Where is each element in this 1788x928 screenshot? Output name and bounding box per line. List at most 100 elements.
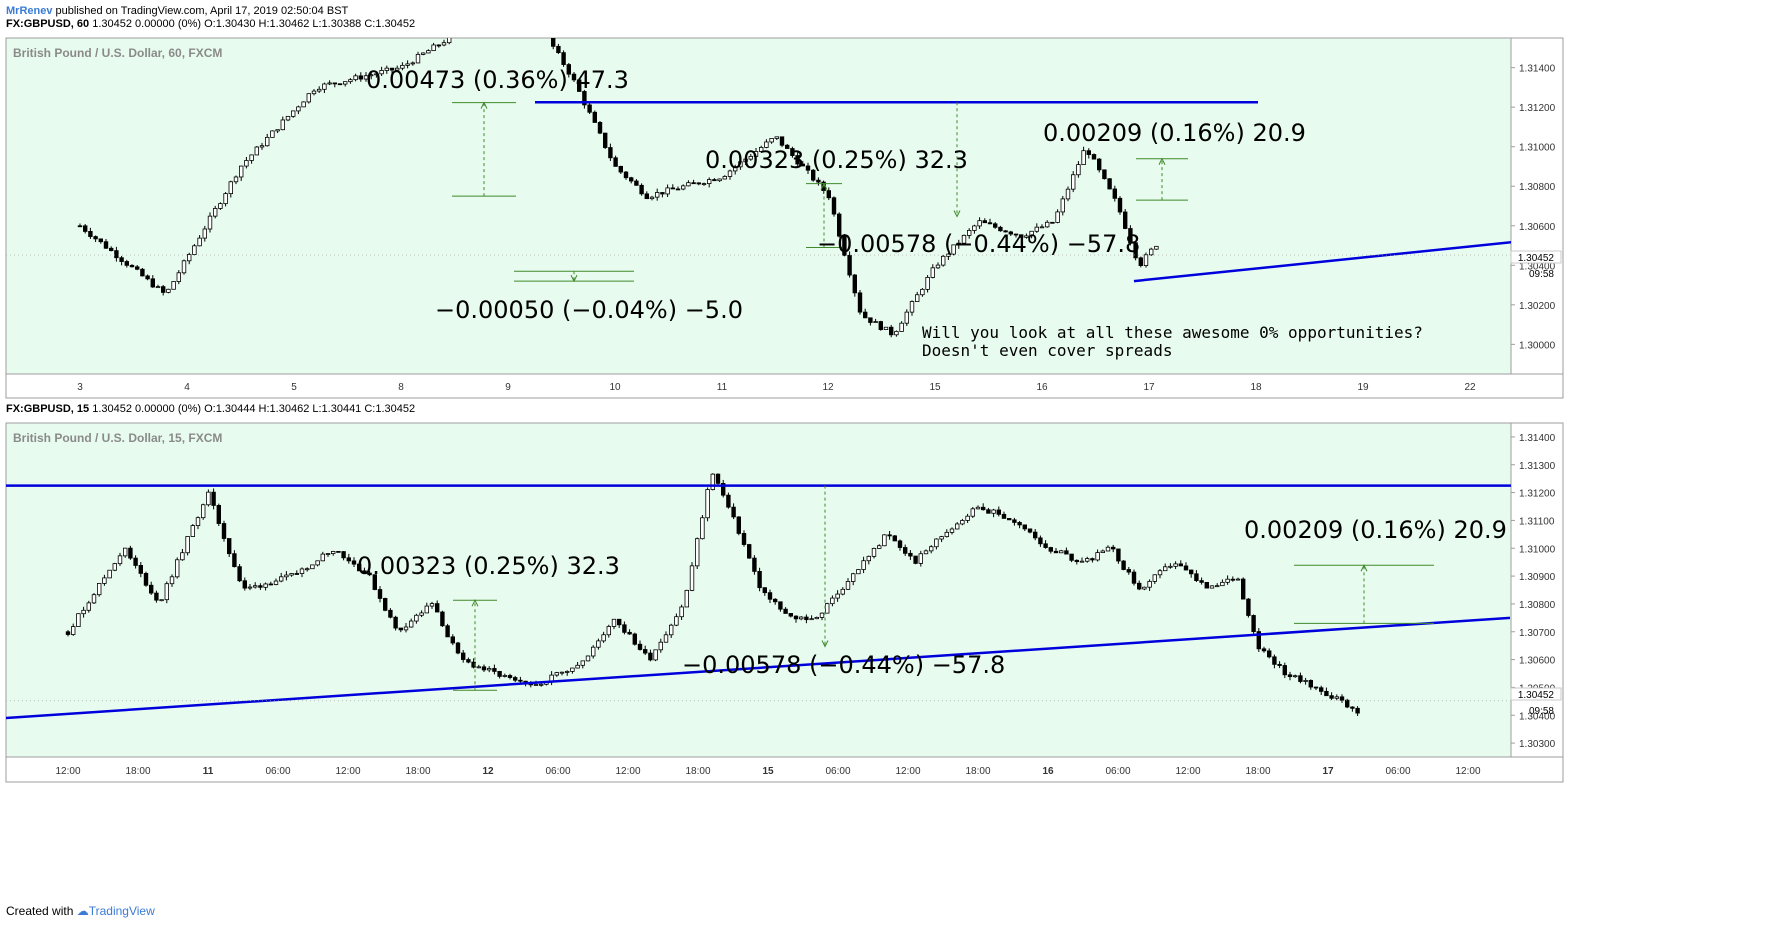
candle-body xyxy=(150,278,155,288)
candle-body xyxy=(1024,235,1029,238)
time-tick-label: 15 xyxy=(762,766,774,777)
candle-body xyxy=(426,50,431,54)
plot-area[interactable] xyxy=(5,422,1512,758)
candle-body xyxy=(842,235,847,256)
candle-body xyxy=(484,20,488,22)
candle-body xyxy=(348,79,353,83)
candle-body xyxy=(1112,188,1117,199)
candle-body xyxy=(515,10,519,14)
price-tick-label: 1.31300 xyxy=(1519,461,1556,472)
candle-body xyxy=(727,170,733,177)
candle-body xyxy=(192,245,197,255)
candle-body xyxy=(987,222,993,225)
candle-body xyxy=(1100,550,1105,553)
candle-body xyxy=(648,652,653,661)
candle-body xyxy=(972,225,977,231)
candle-body xyxy=(977,220,982,227)
candle-body xyxy=(920,288,925,296)
candle-body xyxy=(463,31,467,32)
candle-body xyxy=(701,183,707,186)
last-price-tag xyxy=(1510,687,1562,701)
time-axis[interactable] xyxy=(5,373,1564,399)
candle-body xyxy=(414,614,419,622)
candle-body xyxy=(722,176,727,180)
measure-arrowhead xyxy=(1158,157,1166,165)
candle-body xyxy=(774,136,779,139)
measure-label-20-9: 0.00209 (0.16%) 20.9 xyxy=(1043,119,1306,147)
footer-credit: Created with ☁TradingView xyxy=(6,904,155,918)
instrument-label: British Pound / U.S. Dollar, 60, FXCM xyxy=(13,46,222,60)
candle-body xyxy=(206,491,211,506)
candle-body xyxy=(1091,154,1097,160)
candle-body xyxy=(908,552,913,557)
candle-body xyxy=(336,551,341,553)
candle-body xyxy=(1154,245,1159,250)
candle-body xyxy=(1183,565,1189,571)
candle-body xyxy=(280,119,285,131)
candle-body xyxy=(691,182,696,185)
candle-body xyxy=(1022,524,1027,530)
candle-body xyxy=(1267,650,1272,658)
tradingview-logo-icon[interactable]: ☁ xyxy=(76,904,89,918)
candle-body xyxy=(1319,687,1324,692)
candle-body xyxy=(212,208,218,217)
candle-body xyxy=(681,185,686,190)
time-axis[interactable] xyxy=(5,756,1564,783)
candle-body xyxy=(1019,234,1024,238)
tradingview-brand[interactable]: TradingView xyxy=(88,904,155,918)
price-axis[interactable] xyxy=(1510,37,1564,375)
candle-body xyxy=(1055,211,1060,223)
candle-body xyxy=(1064,550,1069,555)
publish-header: MrRenev published on TradingView.com, Ap… xyxy=(6,4,348,18)
candle-body xyxy=(1303,680,1308,682)
candle-body xyxy=(1194,573,1199,581)
candle-body xyxy=(1038,537,1043,545)
candle-body xyxy=(1147,580,1152,588)
price-tick-label: 1.31200 xyxy=(1519,103,1556,114)
candle-body xyxy=(1043,543,1048,548)
candle-body xyxy=(486,668,492,671)
candle-body xyxy=(510,14,514,16)
candle-body xyxy=(939,536,944,540)
candle-body xyxy=(663,634,669,643)
candle-body xyxy=(1029,230,1034,237)
candle-body xyxy=(669,624,674,636)
plot-area[interactable] xyxy=(5,37,1512,375)
price-tick-label: 1.30000 xyxy=(1519,340,1556,351)
candle-body xyxy=(1013,233,1019,236)
candle-body xyxy=(228,181,233,195)
time-tick-label: 9 xyxy=(505,382,511,393)
time-tick-label: 15 xyxy=(929,382,941,393)
candle-body xyxy=(991,509,996,514)
candle-body xyxy=(252,585,258,588)
candle-body xyxy=(790,148,795,156)
time-tick-label: 06:00 xyxy=(265,766,290,777)
candle-body xyxy=(1157,570,1163,576)
candle-body xyxy=(1298,675,1303,682)
candle-body xyxy=(431,44,436,52)
candle-body xyxy=(852,274,857,294)
candle-body xyxy=(180,552,185,561)
candle-body xyxy=(826,190,831,199)
time-tick-label: 12:00 xyxy=(55,766,80,777)
candle-body xyxy=(570,667,575,672)
candle-body xyxy=(1071,174,1076,190)
candle-body xyxy=(571,73,577,81)
candle-body xyxy=(596,640,601,648)
candle-body xyxy=(554,672,559,676)
price-tick-label: 1.30800 xyxy=(1519,182,1556,193)
candle-body xyxy=(831,197,837,215)
author-link[interactable]: MrRenev xyxy=(6,5,53,17)
published-text: published on TradingView.com, April 17, … xyxy=(55,5,349,17)
candle-body xyxy=(410,62,415,65)
candle-body xyxy=(1261,648,1267,652)
candles-group xyxy=(77,10,1159,338)
quote-line-top: FX:GBPUSD, 60 1.30452 0.00000 (0%) O:1.3… xyxy=(6,18,415,30)
candle-body xyxy=(310,564,315,570)
candle-body xyxy=(446,38,452,44)
measure-arrowhead xyxy=(570,274,578,283)
measure-arrowhead xyxy=(953,210,961,218)
candle-body xyxy=(613,157,618,167)
candle-body xyxy=(960,520,965,525)
candle-body xyxy=(1230,578,1235,581)
